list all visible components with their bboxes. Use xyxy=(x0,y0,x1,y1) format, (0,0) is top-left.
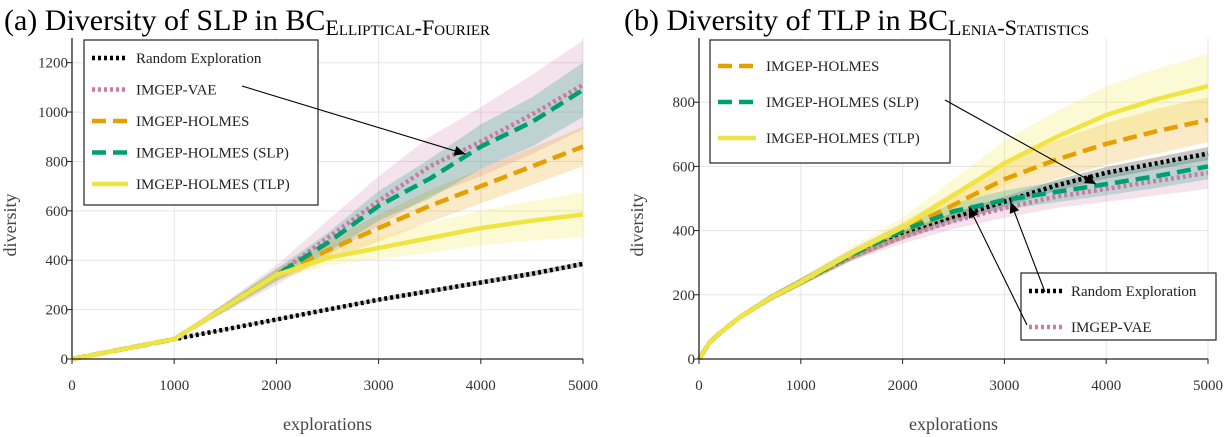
x-axis-label: explorations xyxy=(283,414,372,434)
legend-label-imgep-holmes: IMGEP-HOLMES xyxy=(766,59,879,75)
legend-label-random-exploration: Random Exploration xyxy=(136,51,262,67)
legend-box xyxy=(709,39,951,164)
chart-title-a: (a) Diversity of SLP in BCElliptical-Fou… xyxy=(4,4,490,40)
legend-label-imgep-holmes-tlp: IMGEP-HOLMES (TLP) xyxy=(766,131,920,147)
x-tick-label: 5000 xyxy=(1193,378,1223,394)
series-line-imgep-holmes-tlp xyxy=(697,84,1209,361)
annotation-arrow-imgep-vae xyxy=(968,206,1028,326)
arrow-shaft xyxy=(968,206,1028,326)
title-a-prefix: (a) Diversity of SLP in xyxy=(4,4,285,37)
title-b-bc: BC xyxy=(908,4,948,37)
x-tick-label: 3000 xyxy=(364,378,394,394)
y-tick-label: 600 xyxy=(673,159,696,175)
x-tick-label: 2000 xyxy=(261,378,291,394)
legend-label-imgep-holmes-slp: IMGEP-HOLMES (SLP) xyxy=(136,146,289,162)
y-tick-label: 800 xyxy=(673,95,696,111)
legend-label-imgep-vae: IMGEP-VAE xyxy=(136,83,217,99)
arrow-shaft xyxy=(944,99,1097,185)
y-tick-label: 400 xyxy=(673,224,696,240)
y-tick-label: 400 xyxy=(46,253,69,269)
y-axis-label: diversity xyxy=(0,194,20,257)
y-tick-label: 200 xyxy=(673,288,696,304)
legend-label-imgep-holmes: IMGEP-HOLMES xyxy=(136,114,249,130)
legend-label-imgep-holmes-tlp: IMGEP-HOLMES (TLP) xyxy=(136,177,290,193)
x-tick-label: 4000 xyxy=(1091,378,1121,394)
legend-a: Random Exploration IMGEP-VAE IMGEP-HOLMES I… xyxy=(83,39,319,206)
arrow-head xyxy=(453,146,466,156)
title-b-prefix: (b) Diversity of TLP in xyxy=(624,4,908,37)
arrow-shaft xyxy=(1009,201,1046,293)
legend-label-imgep-vae: IMGEP-VAE xyxy=(1071,320,1152,336)
y-tick-label: 600 xyxy=(46,204,69,220)
band-imgep-holmes xyxy=(699,97,1208,360)
x-tick-label: 0 xyxy=(68,378,76,394)
x-tick-label: 3000 xyxy=(989,378,1019,394)
arrow-head xyxy=(968,206,979,219)
legend-b-1: IMGEP-HOLMES IMGEP-HOLMES (SLP) IMGEP-HOLM… xyxy=(709,39,951,164)
x-tick-label: 1000 xyxy=(159,378,189,394)
band-random-exploration xyxy=(699,147,1208,359)
title-b-subscript: Lenia-Statistics xyxy=(948,15,1089,40)
legend-label-random-exploration: Random Exploration xyxy=(1071,284,1197,300)
x-tick-label: 2000 xyxy=(888,378,918,394)
y-tick-label: 0 xyxy=(688,352,696,368)
arrow-shaft xyxy=(241,85,466,155)
x-tick-label: 1000 xyxy=(786,378,816,394)
y-tick-label: 200 xyxy=(46,303,69,319)
annotation-arrow-imgep-holmes-slp xyxy=(944,99,1097,185)
chart-title-b: (b) Diversity of TLP in BCLenia-Statisti… xyxy=(624,4,1089,40)
chart-panel-a: 0 1000 2000 3000 4000 5000 0 200 400 600 800 1000 12… xyxy=(0,4,598,434)
arrow-head xyxy=(1009,201,1020,214)
legend-label-imgep-holmes-slp: IMGEP-HOLMES (SLP) xyxy=(766,95,919,111)
y-axis-label: diversity xyxy=(627,194,647,257)
x-tick-label: 5000 xyxy=(568,378,598,394)
title-a-subscript: Elliptical-Fourier xyxy=(325,15,490,40)
y-tick-label: 0 xyxy=(61,352,69,368)
title-a-bc: BC xyxy=(285,4,325,37)
y-tick-label: 1000 xyxy=(38,105,68,121)
series-line-imgep-holmes-tlp xyxy=(71,212,584,362)
x-axis-label: explorations xyxy=(909,414,998,434)
y-tick-label: 1200 xyxy=(38,56,68,72)
x-tick-label: 0 xyxy=(695,378,703,394)
chart-panel-b: 0 1000 2000 3000 4000 5000 0 200 400 600 800 explor… xyxy=(624,4,1223,434)
y-tick-label: 800 xyxy=(46,154,69,170)
x-tick-label: 4000 xyxy=(466,378,496,394)
annotation-arrow-imgep-holmes-slp xyxy=(241,85,466,156)
arrow-head xyxy=(1083,174,1097,185)
annotation-arrow-random-exploration xyxy=(1009,201,1046,293)
legend-b-2: Random Exploration IMGEP-VAE xyxy=(1020,272,1217,341)
